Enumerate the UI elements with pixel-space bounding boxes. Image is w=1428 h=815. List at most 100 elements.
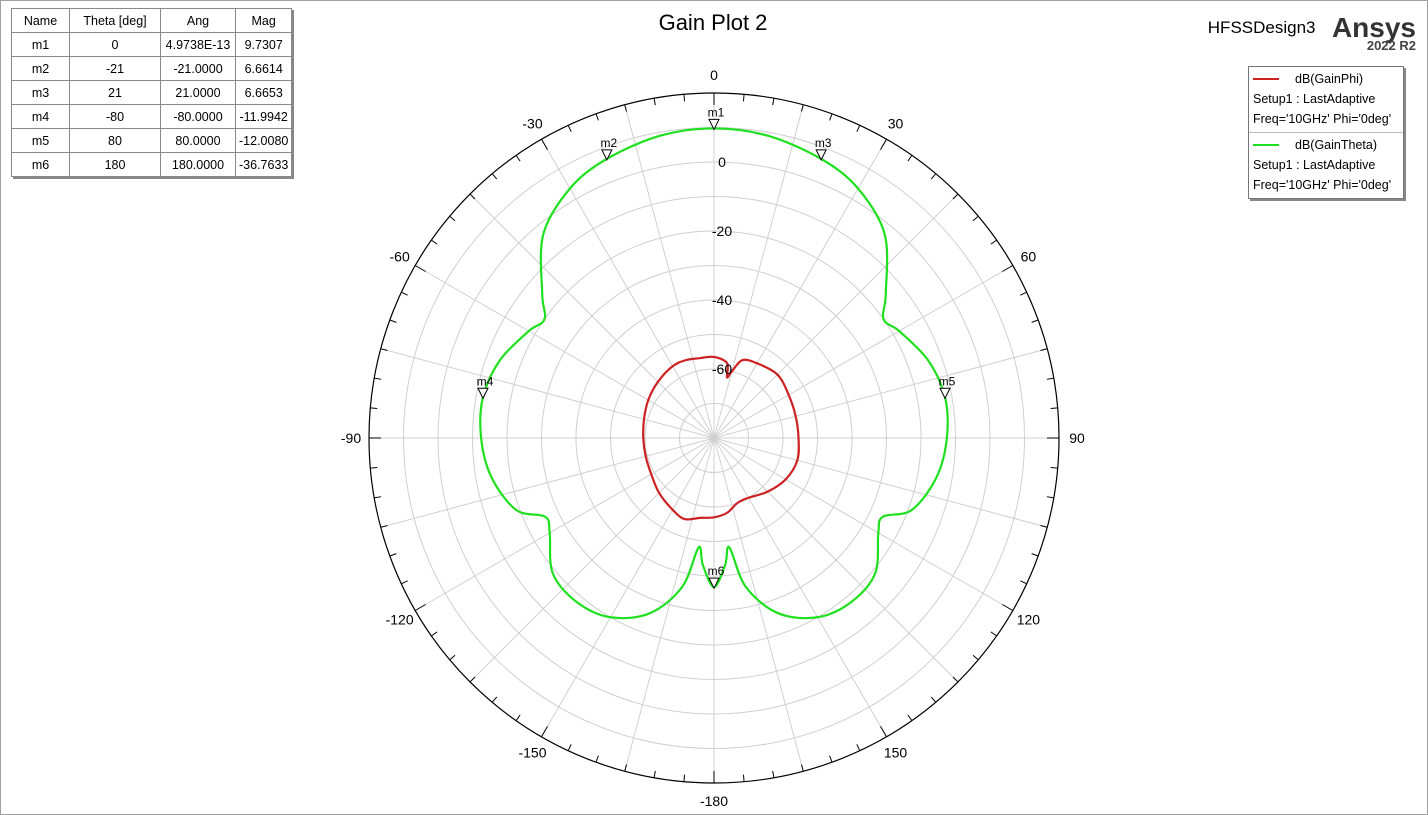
angle-tick [930, 173, 937, 180]
column-header: Mag [234, 8, 293, 33]
radial-tick-label: -40 [712, 292, 732, 308]
marker-label: m6 [708, 564, 725, 578]
table-row[interactable]: m5 80 80.0000 -12.0080 [11, 128, 293, 153]
angle-tick [1031, 319, 1039, 323]
angle-tick [653, 98, 656, 106]
marker-mag: -11.9942 [234, 104, 293, 129]
angle-tick [952, 193, 959, 200]
angle-tick-label: 120 [1017, 612, 1041, 628]
legend-setup: Setup1 : LastAdaptive [1253, 92, 1376, 106]
radial-tick-label: 0 [718, 154, 726, 170]
angle-tick-label: 90 [1069, 430, 1085, 446]
marker-label: m5 [939, 374, 956, 388]
marker-mag: -12.0080 [234, 128, 293, 153]
angle-tick-label: -120 [386, 612, 414, 628]
angle-tick [431, 631, 438, 637]
angle-tick [1050, 466, 1058, 469]
legend-series-name: dB(GainTheta) [1295, 138, 1377, 152]
legend-entry-gainphi[interactable]: dB(GainPhi) Setup1 : LastAdaptive Freq='… [1249, 67, 1403, 132]
legend-params: Freq='10GHz' Phi='0deg' [1253, 178, 1392, 192]
angle-tick [1020, 291, 1027, 296]
marker-name: m6 [11, 152, 70, 177]
angle-tick [772, 98, 775, 106]
angle-tick-label: -30 [522, 116, 542, 132]
marker-label: m2 [601, 136, 618, 150]
marker-triangle[interactable] [708, 577, 720, 590]
table-row[interactable]: m3 21 21.0000 6.6653 [11, 80, 293, 105]
angle-tick [469, 193, 476, 200]
table-row[interactable]: m2 -21 -21.0000 6.6614 [11, 56, 293, 81]
series-db-gainphi[interactable] [642, 355, 800, 521]
legend-entry-gaintheta[interactable]: dB(GainTheta) Setup1 : LastAdaptive Freq… [1249, 132, 1403, 198]
marker-name: m2 [11, 56, 70, 81]
angle-tick [541, 138, 548, 150]
angle-tick [374, 496, 382, 499]
marker-ang: -21.0000 [160, 56, 236, 81]
marker-mag: 6.6653 [234, 80, 293, 105]
angle-tick [449, 215, 456, 222]
brand-block: HFSSDesign3 Ansys 2022 R2 [1208, 12, 1416, 53]
angle-tick [742, 94, 745, 102]
marker-label: m3 [815, 136, 832, 150]
legend-setup: Setup1 : LastAdaptive [1253, 158, 1376, 172]
angle-tick [829, 755, 833, 763]
legend-params: Freq='10GHz' Phi='0deg' [1253, 112, 1392, 126]
marker-name: m1 [11, 32, 70, 57]
marker-name: m5 [11, 128, 70, 153]
angle-tick [515, 714, 521, 721]
angle-tick [800, 764, 804, 772]
angle-tick-label: 30 [888, 116, 904, 132]
marker-name: m4 [11, 104, 70, 129]
angle-tick [1040, 524, 1048, 528]
angle-tick [567, 744, 572, 751]
marker-ang: -80.0000 [160, 104, 236, 129]
angle-tick [595, 113, 599, 121]
angle-tick [624, 764, 628, 772]
angle-tick [1050, 407, 1058, 410]
marker-ang: 21.0000 [160, 80, 236, 105]
marker-ang: 180.0000 [160, 152, 236, 177]
angle-tick [469, 676, 476, 683]
angle-tick [856, 744, 861, 751]
grid-circle [644, 368, 784, 508]
angle-tick-label: -60 [390, 249, 410, 265]
design-name: HFSSDesign3 [1207, 18, 1316, 37]
angle-tick-label: -180 [700, 793, 728, 809]
chart-title: Gain Plot 2 [658, 10, 768, 35]
angle-tick [952, 676, 959, 683]
angle-tick [380, 348, 388, 352]
marker-triangle[interactable] [939, 387, 951, 400]
marker-mag: -36.7633 [234, 152, 293, 177]
angle-tick [856, 125, 861, 132]
grid-circle [610, 334, 818, 542]
angle-tick [401, 580, 408, 585]
table-row[interactable]: m1 0 4.9738E-13 9.7307 [11, 32, 293, 57]
marker-triangle[interactable] [477, 387, 489, 400]
angle-tick [380, 524, 388, 528]
angle-tick [880, 138, 887, 150]
marker-mag: 9.7307 [234, 32, 293, 57]
table-row[interactable]: m4 -80 -80.0000 -11.9942 [11, 104, 293, 129]
marker-triangle[interactable] [815, 149, 827, 161]
angle-tick [1040, 348, 1048, 352]
angle-tick [370, 407, 378, 410]
grid-circle [541, 265, 887, 611]
column-header: Ang [160, 8, 236, 33]
brand-version: 2022 R2 [1366, 38, 1416, 53]
angle-tick [742, 774, 745, 782]
angle-tick [990, 631, 997, 637]
angle-tick [683, 94, 686, 102]
table-row[interactable]: m6 180 180.0000 -36.7633 [11, 152, 293, 177]
angle-tick [449, 654, 456, 661]
angle-tick [491, 173, 498, 180]
legend-swatch [1253, 78, 1279, 80]
marker-theta: 180 [69, 152, 161, 177]
marker-table: Name Theta [deg] Ang Mag m1 0 4.9738E-13… [11, 8, 293, 177]
marker-triangle[interactable] [601, 149, 613, 161]
angle-tick [972, 215, 979, 222]
polar-labels: 0 30 60 90 120 150 -180 -150 -120 -90 -60 -30 0 -20 -4… [341, 67, 1085, 809]
marker-triangle[interactable] [708, 118, 720, 131]
angle-tick [907, 714, 913, 721]
angle-tick [541, 726, 548, 738]
